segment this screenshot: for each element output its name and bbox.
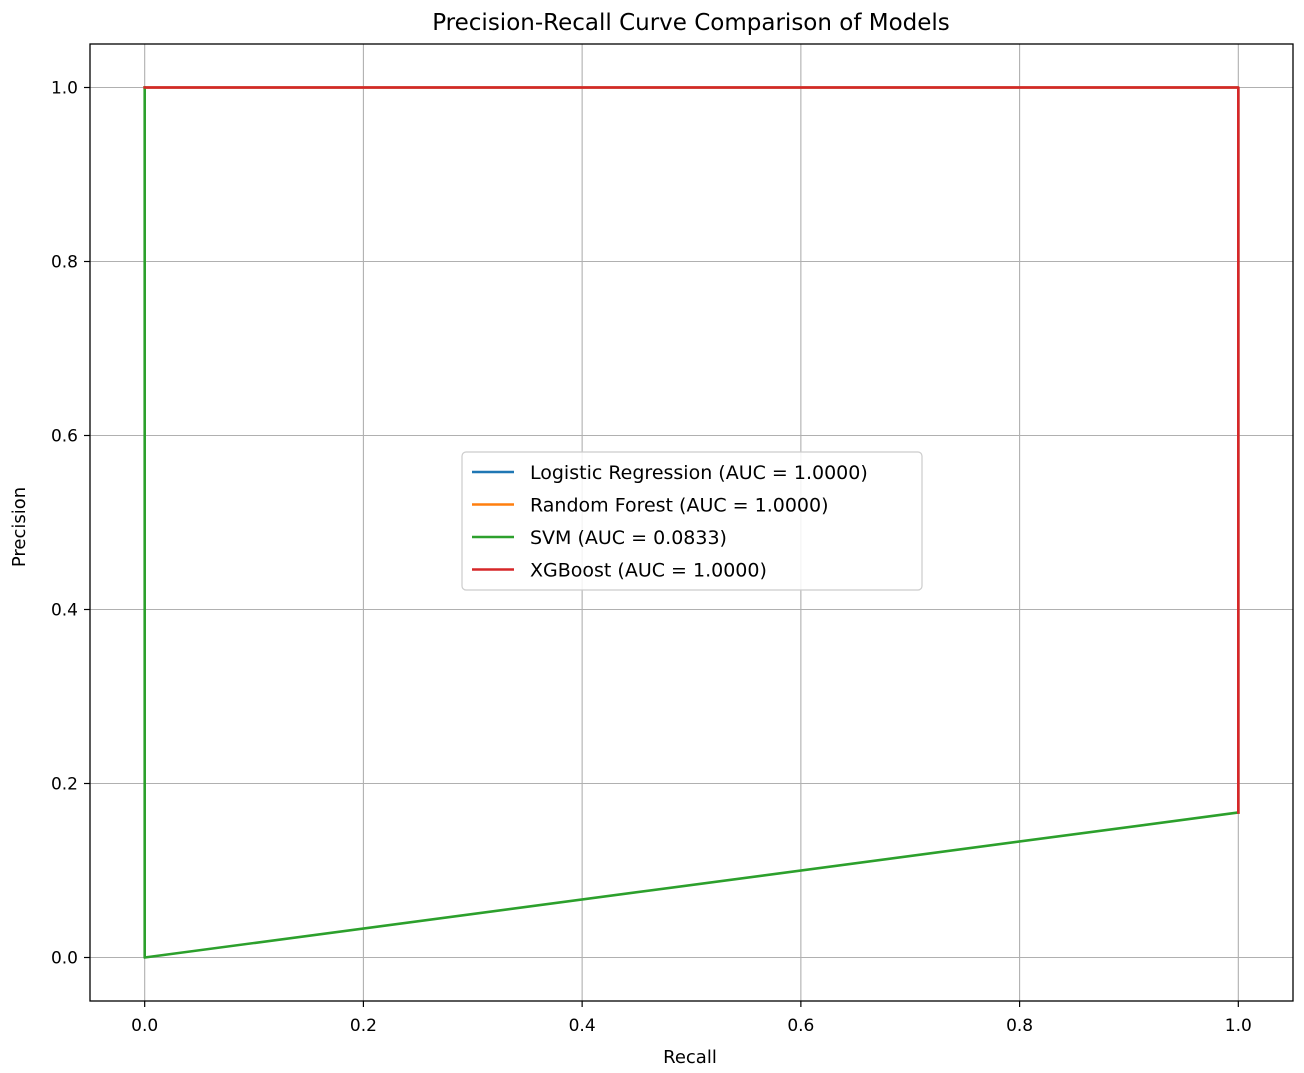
y-tick-label: 0.2 [51,775,78,795]
x-tick-label: 0.2 [350,1016,377,1036]
y-tick-label: 0.8 [51,253,78,273]
series-line-0 [143,86,1240,814]
x-tick-label: 0.8 [1006,1016,1033,1036]
series-line-1 [143,86,1240,814]
series-line-2 [143,86,1240,959]
x-axis: 0.0 0.2 0.4 0.6 0.8 1.0 [131,1001,1252,1036]
x-axis-label: Recall [663,1047,717,1068]
x-tick-label: 1.0 [1225,1016,1252,1036]
y-axis: 0.0 0.2 0.4 0.6 0.8 1.0 [51,79,90,969]
x-tick-label: 0.4 [569,1016,596,1036]
y-tick-label: 0.4 [51,601,78,621]
legend-box [461,451,923,591]
legend-label: XGBoost (AUC = 1.0000) [530,560,767,582]
y-axis-label: Precision [9,487,30,567]
legend-label: Logistic Regression (AUC = 1.0000) [530,462,868,484]
y-tick-label: 0.6 [51,427,78,447]
plot-frame [89,43,1294,1002]
legend-label: SVM (AUC = 0.0833) [530,527,727,549]
chart-title: Precision-Recall Curve Comparison of Mod… [432,10,950,36]
y-tick-label: 0.0 [51,949,78,969]
series-layer [143,86,1240,959]
legend: Logistic Regression (AUC = 1.0000) Random… [461,451,923,591]
x-tick-label: 0.6 [787,1016,814,1036]
y-tick-label: 1.0 [51,79,78,99]
legend-label: Random Forest (AUC = 1.0000) [530,495,829,517]
x-tick-label: 0.0 [131,1016,158,1036]
series-line-3 [143,86,1240,814]
